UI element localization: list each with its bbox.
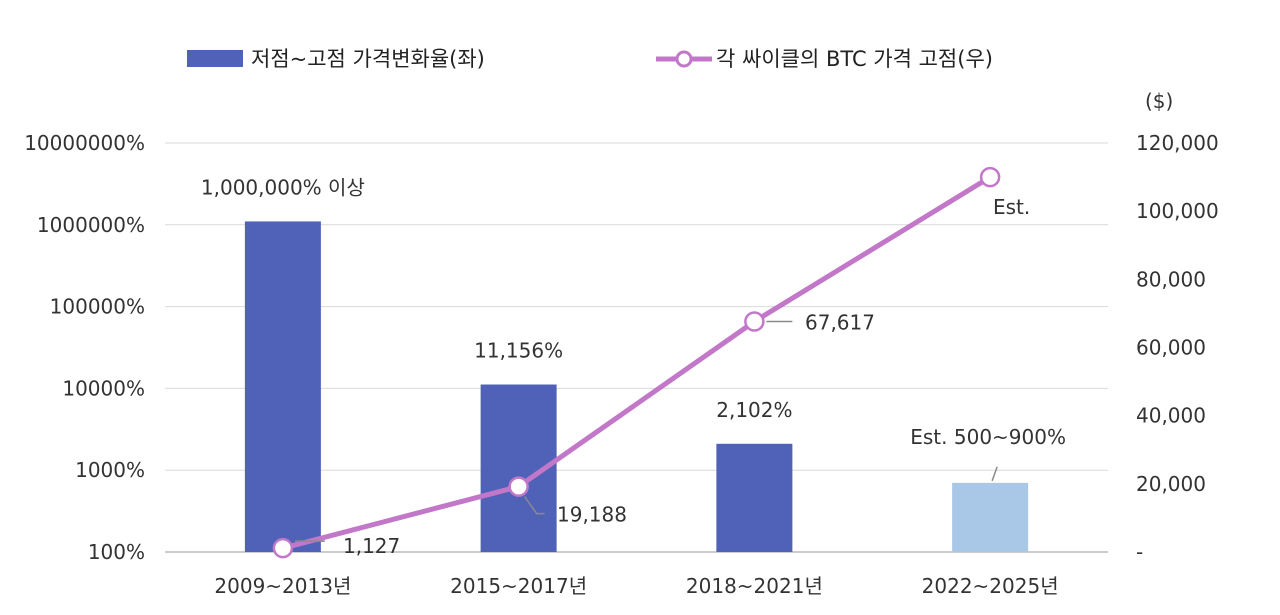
line-path (282, 174, 992, 551)
bar-data-labels: 1,000,000% 이상 11,156% 2,102% Est. 500~900% (201, 175, 1066, 482)
right-tick-label: 100,000 (1136, 199, 1219, 223)
legend-line-label: 각 싸이클의 BTC 가격 고점(우) (716, 47, 993, 71)
category-label: 2022~2025년 (922, 574, 1059, 598)
category-labels: 2009~2013년 2015~2017년 2018~2021년 2022~2025년 (214, 574, 1058, 598)
left-tick-label: 100% (88, 540, 145, 564)
left-tick-label: 1000% (75, 458, 145, 482)
line-point (979, 166, 1001, 188)
left-axis-ticks: 100% 1000% 10000% 100000% 1000000% 10000000% (24, 131, 145, 564)
line-point (272, 537, 294, 559)
legend-bar-label: 저점~고점 가격변화율(좌) (251, 47, 485, 71)
gridlines (165, 142, 1108, 553)
right-axis-ticks: - 20,000 40,000 60,000 80,000 100,000 120,000 (1136, 131, 1219, 564)
bar (244, 221, 321, 553)
right-tick-label: 40,000 (1136, 404, 1206, 428)
bar (716, 443, 793, 552)
left-tick-label: 100000% (50, 295, 145, 319)
bar-data-label: Est. 500~900% (910, 425, 1066, 449)
category-label: 2018~2021년 (686, 574, 823, 598)
legend: 저점~고점 가격변화율(좌) 각 싸이클의 BTC 가격 고점(우) (187, 47, 993, 71)
left-tick-label: 10000% (62, 376, 145, 400)
line-point (744, 311, 765, 332)
right-tick-label: 60,000 (1136, 336, 1206, 360)
line-point (508, 476, 529, 497)
left-tick-label: 10000000% (24, 131, 145, 155)
legend-bar-swatch (187, 50, 243, 67)
right-axis-unit: ($) (1145, 89, 1173, 113)
category-label: 2009~2013년 (214, 574, 351, 598)
bar-series (244, 221, 1029, 553)
bar-data-label: 1,000,000% 이상 (201, 175, 365, 199)
category-label: 2015~2017년 (450, 574, 587, 598)
line-label-leader (524, 496, 545, 515)
legend-line-marker (675, 50, 693, 68)
line-series: 1,127 19,188 67,617 Est. (272, 166, 1030, 559)
bar (952, 482, 1029, 552)
right-tick-label: 80,000 (1136, 267, 1206, 291)
left-tick-label: 1000000% (37, 213, 145, 237)
line-data-label: 1,127 (343, 534, 400, 558)
bar-data-label: 11,156% (474, 339, 563, 363)
right-tick-label: 20,000 (1136, 472, 1206, 496)
line-data-label: Est. (993, 195, 1030, 219)
right-tick-label: 120,000 (1136, 131, 1219, 155)
right-tick-label: - (1136, 540, 1143, 564)
line-data-label: 19,188 (557, 503, 627, 527)
line-data-label: 67,617 (805, 311, 875, 335)
bar-label-leader (991, 466, 998, 482)
bar-data-label: 2,102% (716, 398, 792, 422)
